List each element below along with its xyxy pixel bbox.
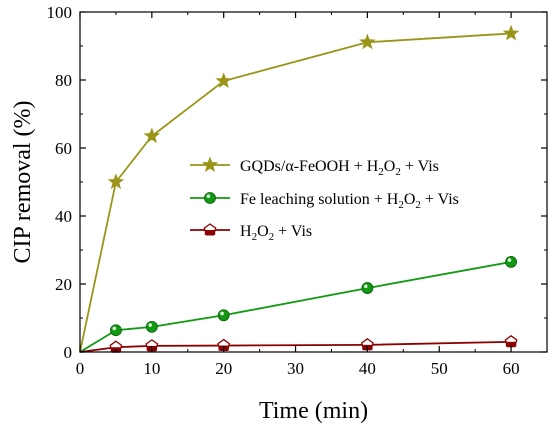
subscript: 2 bbox=[252, 231, 258, 243]
data-point bbox=[110, 324, 122, 337]
marker-body bbox=[505, 255, 517, 268]
legend-marker bbox=[201, 156, 219, 172]
marker-body bbox=[110, 324, 122, 337]
x-tick-label: 40 bbox=[359, 359, 376, 378]
legend-item: Fe leaching solution + H2O2 + Vis bbox=[190, 191, 459, 211]
x-tick-label: 0 bbox=[76, 359, 85, 378]
subscript: 2 bbox=[269, 231, 275, 243]
x-tick-label: 20 bbox=[215, 359, 232, 378]
x-tick-label: 50 bbox=[431, 359, 448, 378]
series bbox=[79, 255, 517, 353]
marker-highlight bbox=[363, 284, 368, 289]
y-tick-label: 100 bbox=[47, 3, 73, 22]
series-line bbox=[79, 340, 512, 353]
subscript: 2 bbox=[415, 199, 421, 211]
marker-body bbox=[217, 309, 230, 322]
legend-text-part: + Vis bbox=[274, 223, 312, 240]
marker-highlight bbox=[112, 326, 117, 331]
legend-item: GQDs/α-FeOOH + H2O2 + Vis bbox=[190, 156, 439, 178]
legend-text-part: Fe leaching solution + H bbox=[240, 191, 399, 208]
data-point bbox=[215, 72, 232, 89]
marker-body bbox=[204, 192, 216, 204]
legend-label: Fe leaching solution + H2O2 + Vis bbox=[240, 191, 459, 211]
data-point bbox=[359, 33, 376, 50]
marker-highlight bbox=[220, 311, 224, 316]
legend-label: H2O2 + Vis bbox=[240, 223, 312, 243]
legend-text-part: + Vis bbox=[401, 158, 439, 175]
subscript: 2 bbox=[398, 199, 404, 211]
plot-frame bbox=[79, 11, 548, 353]
y-tick-label: 80 bbox=[55, 71, 72, 90]
subscript: 2 bbox=[395, 166, 401, 178]
legend-marker bbox=[204, 192, 216, 204]
y-axis-title: CIP removal (%) bbox=[10, 100, 36, 263]
data-point bbox=[504, 334, 518, 348]
data-point bbox=[145, 320, 158, 333]
data-point bbox=[502, 24, 520, 41]
y-tick-label: 20 bbox=[55, 275, 72, 294]
data-point bbox=[217, 309, 230, 322]
x-axis-title: Time (min) bbox=[259, 398, 368, 424]
marker-lower-fill bbox=[204, 230, 216, 235]
legend-text-part: O bbox=[384, 158, 396, 175]
data-point bbox=[505, 255, 517, 268]
marker-highlight bbox=[148, 323, 153, 327]
series-line bbox=[79, 261, 512, 353]
legend-marker bbox=[203, 223, 217, 236]
series bbox=[79, 24, 520, 353]
y-tick-label: 0 bbox=[64, 343, 73, 362]
legend-text-part: H bbox=[240, 223, 252, 240]
y-tick-label: 40 bbox=[55, 207, 72, 226]
x-tick-label: 30 bbox=[287, 359, 304, 378]
marker-body bbox=[361, 282, 374, 294]
x-tick-label: 60 bbox=[503, 359, 520, 378]
series-layer bbox=[79, 24, 520, 353]
data-point bbox=[361, 282, 374, 294]
legend-text-part: O bbox=[404, 191, 416, 208]
marker-body bbox=[145, 320, 158, 333]
x-tick-label: 10 bbox=[143, 359, 160, 378]
legend-text-part: O bbox=[257, 223, 269, 240]
legend-text-part: GQDs/α-FeOOH + H bbox=[240, 158, 379, 175]
series-line bbox=[79, 32, 512, 353]
legend-text-part: + Vis bbox=[421, 191, 459, 208]
series bbox=[79, 334, 518, 353]
legend-item: H2O2 + Vis bbox=[190, 223, 312, 243]
legend-label: GQDs/α-FeOOH + H2O2 + Vis bbox=[240, 158, 439, 178]
marker-highlight bbox=[507, 258, 512, 262]
data-point bbox=[143, 127, 161, 144]
y-tick-label: 60 bbox=[55, 139, 72, 158]
marker-highlight bbox=[206, 194, 211, 198]
subscript: 2 bbox=[378, 166, 384, 178]
data-point bbox=[107, 173, 125, 189]
axes-layer: 0 10 20 30 40 50 60 0 20 40 60 80 100 bbox=[47, 3, 548, 378]
marker-lower-fill bbox=[505, 341, 517, 347]
